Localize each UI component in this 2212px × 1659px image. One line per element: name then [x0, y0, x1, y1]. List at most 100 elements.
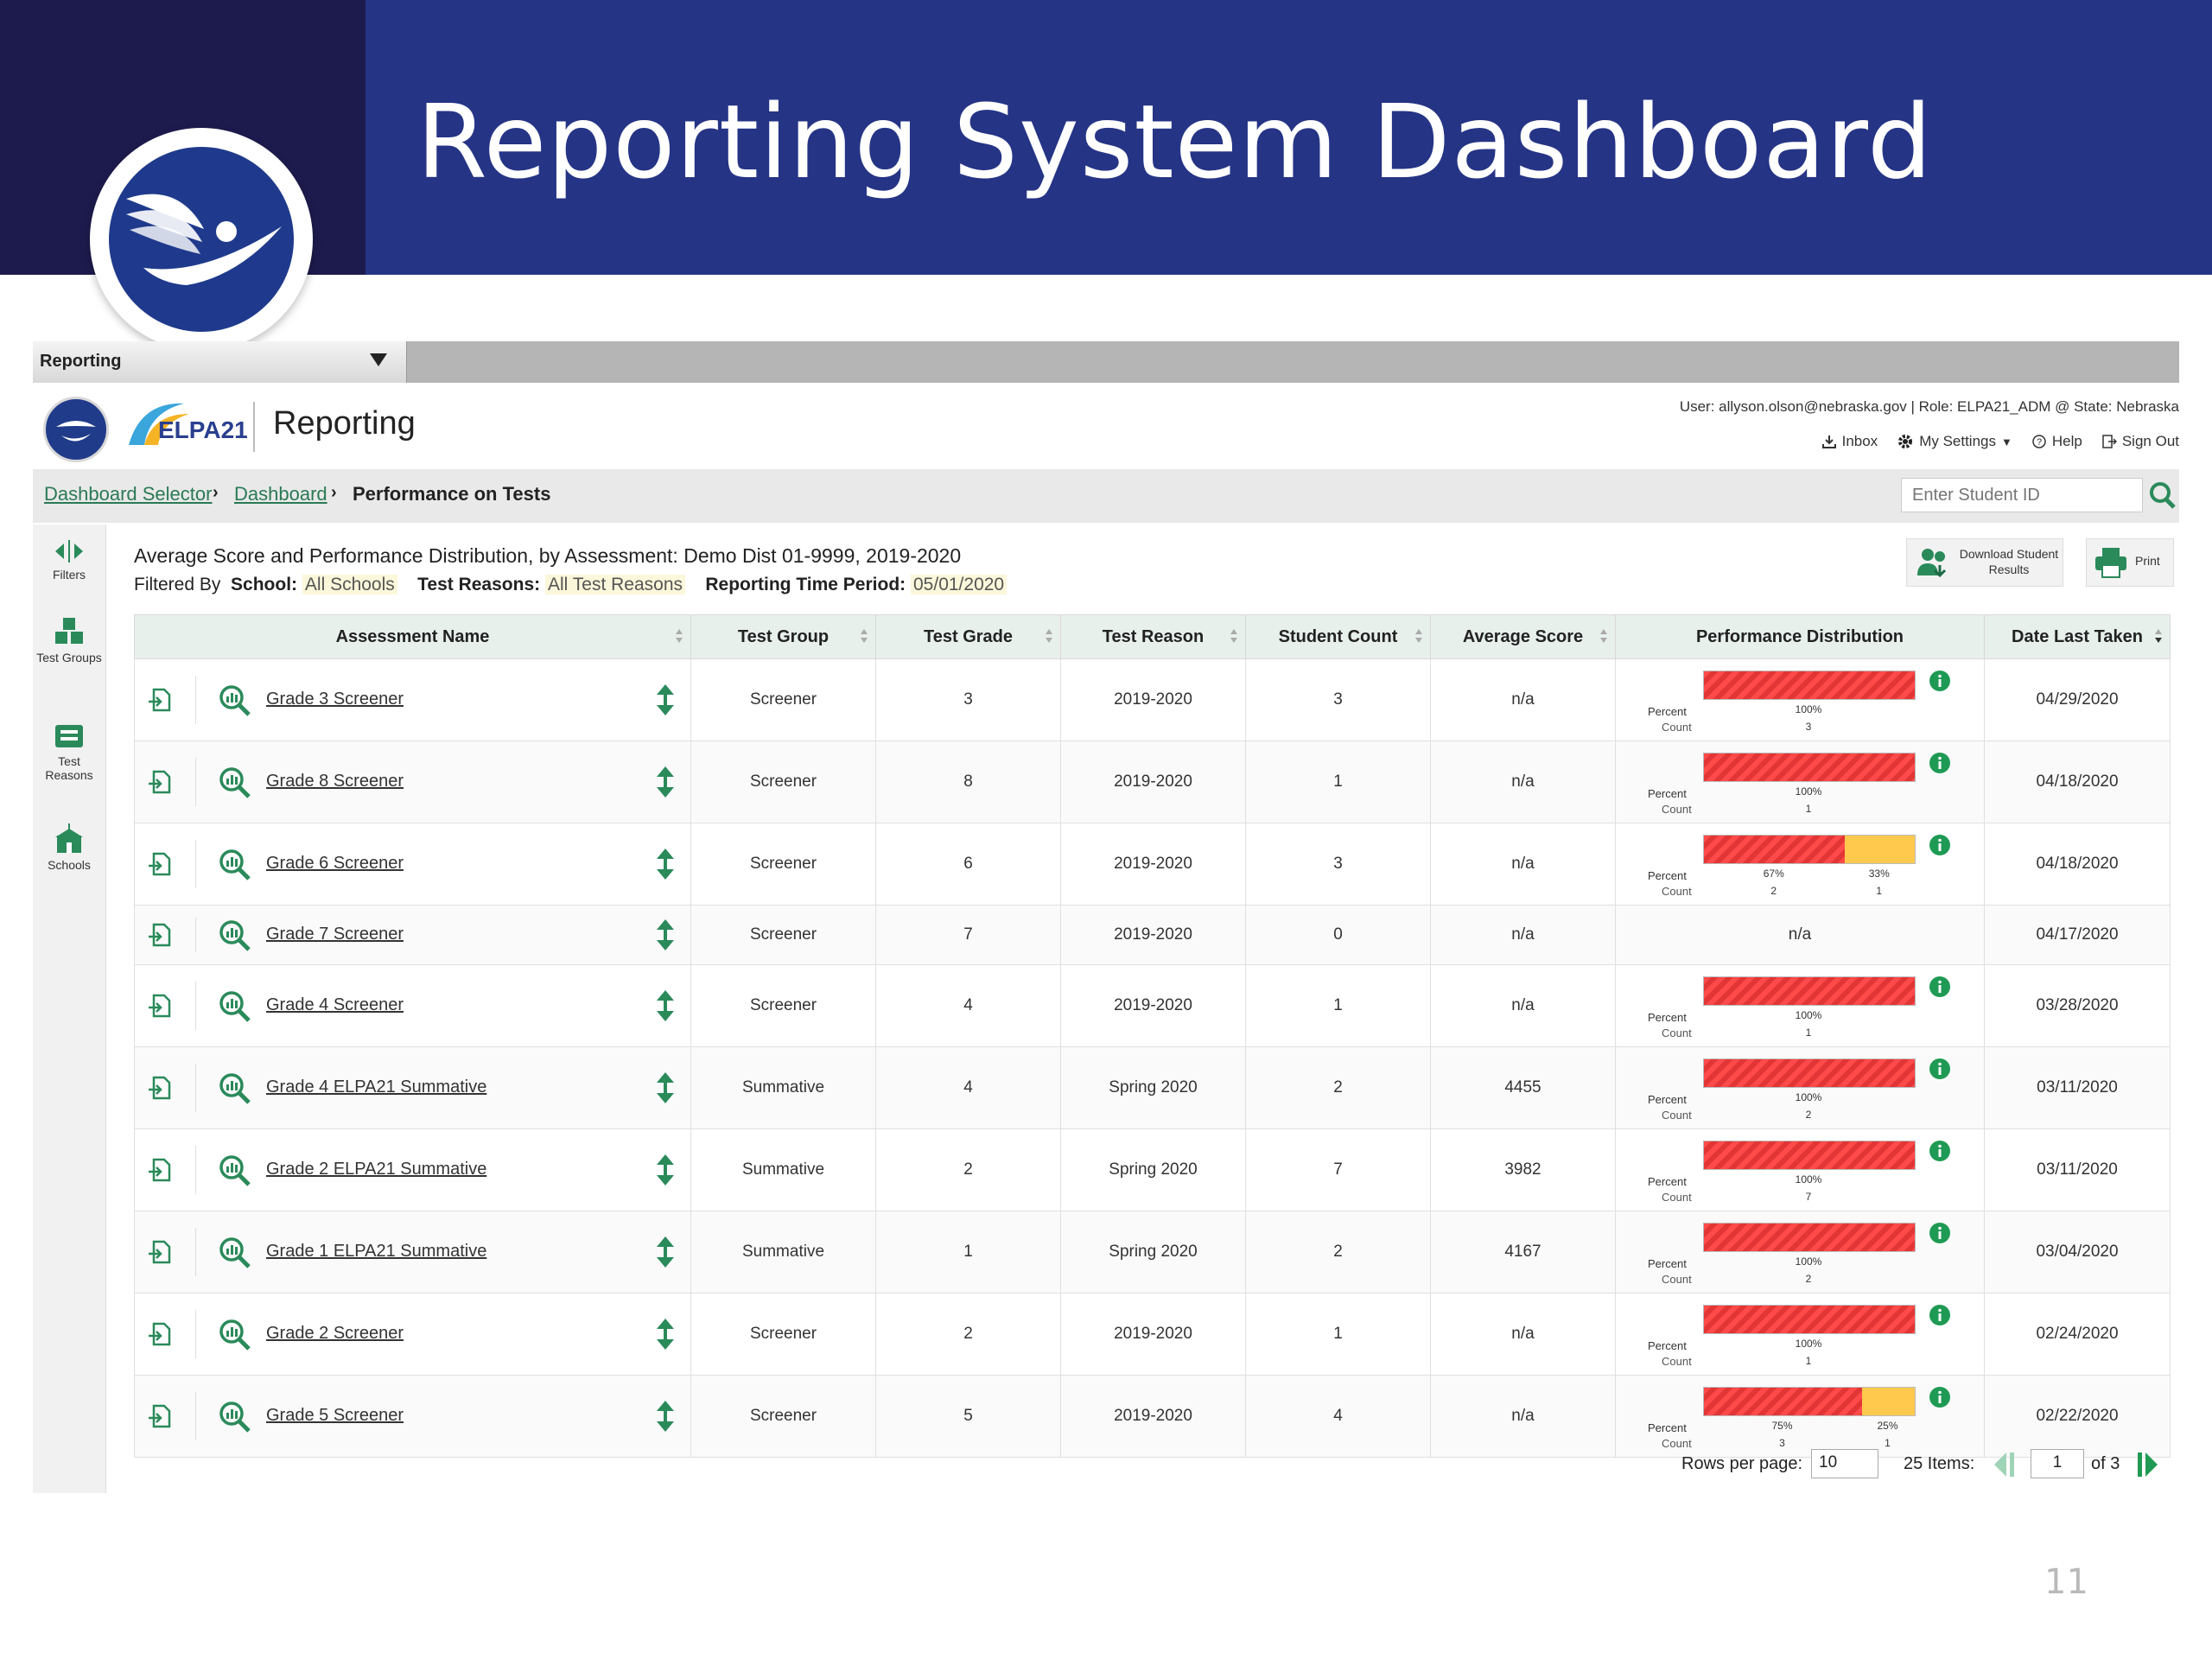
segment-count: 2 — [1805, 1109, 1812, 1121]
export-icon[interactable] — [147, 686, 176, 719]
detail-zoom-icon[interactable] — [218, 1236, 252, 1274]
download-student-results-button[interactable]: Download Student Results — [1906, 538, 2063, 587]
assessment-link[interactable]: Grade 3 Screener — [266, 690, 404, 709]
distribution-bar[interactable] — [1703, 1223, 1916, 1252]
assessment-link[interactable]: Grade 5 Screener — [266, 1406, 404, 1425]
assessment-link[interactable]: Grade 8 Screener — [266, 772, 404, 791]
reorder-handle-icon[interactable] — [652, 1153, 678, 1192]
column-header-assessment-name[interactable]: Assessment Name — [134, 614, 691, 659]
column-header-date-last-taken[interactable]: Date Last Taken — [1984, 614, 2171, 659]
detail-zoom-icon[interactable] — [218, 1071, 252, 1109]
column-header-test-grade[interactable]: Test Grade — [875, 614, 1061, 659]
divider — [195, 675, 196, 725]
detail-zoom-icon[interactable] — [218, 989, 252, 1027]
export-icon[interactable] — [147, 921, 176, 954]
sidebar-item-test-reasons[interactable]: Test Reasons — [33, 720, 105, 782]
current-page-input[interactable]: 1 — [2031, 1449, 2084, 1478]
reorder-handle-icon[interactable] — [652, 1071, 678, 1110]
sign-out-link[interactable]: Sign Out — [2101, 433, 2179, 450]
column-header-test-group[interactable]: Test Group — [690, 614, 876, 659]
assessment-link[interactable]: Grade 4 Screener — [266, 995, 404, 1014]
help-link[interactable]: ? Help — [2031, 433, 2082, 450]
distribution-bar[interactable] — [1703, 1141, 1916, 1170]
export-icon[interactable] — [147, 768, 176, 801]
export-icon[interactable] — [147, 1238, 176, 1271]
distribution-bar[interactable] — [1703, 671, 1916, 700]
assessment-name-cell: Grade 1 ELPA21 Summative — [134, 1211, 691, 1294]
reorder-handle-icon[interactable] — [652, 765, 678, 804]
reorder-handle-icon[interactable] — [652, 1235, 678, 1274]
assessment-link[interactable]: Grade 2 ELPA21 Summative — [266, 1160, 487, 1179]
slide-page-number: 11 — [2044, 1562, 2088, 1602]
info-icon[interactable] — [1929, 1223, 1950, 1249]
percent-label: Percent — [1648, 1011, 1687, 1024]
sidebar-item-filters[interactable]: Filters — [33, 538, 105, 582]
reorder-handle-icon[interactable] — [652, 683, 678, 722]
reporting-dropdown[interactable]: Reporting — [33, 341, 407, 383]
info-icon[interactable] — [1929, 1141, 1950, 1166]
distribution-bar[interactable] — [1703, 1305, 1916, 1334]
count-label: Count — [1662, 1191, 1692, 1204]
download-users-icon — [1917, 549, 1947, 578]
detail-zoom-icon[interactable] — [218, 1400, 252, 1438]
distribution-bar[interactable] — [1703, 1387, 1916, 1416]
info-icon[interactable] — [1929, 1305, 1950, 1331]
reorder-handle-icon[interactable] — [652, 988, 678, 1028]
reorder-handle-icon[interactable] — [652, 1399, 678, 1439]
reorder-handle-icon[interactable] — [652, 847, 678, 887]
student-id-search-input[interactable] — [1901, 478, 2143, 512]
distribution-bar[interactable] — [1703, 835, 1916, 864]
export-icon[interactable] — [147, 1402, 176, 1435]
cell-count: 1 — [1245, 741, 1431, 823]
export-icon[interactable] — [147, 992, 176, 1025]
breadcrumb-dashboard-selector[interactable]: Dashboard Selector — [44, 483, 213, 505]
rows-per-page-input[interactable]: 10 — [1811, 1449, 1878, 1478]
my-settings-menu[interactable]: My Settings ▼ — [1897, 433, 2012, 450]
breadcrumb-dashboard[interactable]: Dashboard — [234, 483, 327, 505]
export-icon[interactable] — [147, 1156, 176, 1189]
assessment-link[interactable]: Grade 4 ELPA21 Summative — [266, 1077, 487, 1096]
column-header-average-score[interactable]: Average Score — [1430, 614, 1616, 659]
detail-zoom-icon[interactable] — [218, 848, 252, 886]
info-icon[interactable] — [1929, 976, 1950, 1002]
previous-page-button[interactable] — [1993, 1451, 2018, 1478]
next-page-button[interactable] — [2134, 1451, 2160, 1478]
segment-percent: 100% — [1795, 703, 1822, 715]
assessment-link[interactable]: Grade 7 Screener — [266, 925, 404, 944]
detail-zoom-icon[interactable] — [218, 1318, 252, 1356]
performance-distribution-cell: Percent Count 100% 2 — [1615, 1046, 1985, 1129]
reorder-handle-icon[interactable] — [652, 1317, 678, 1357]
distribution-bar[interactable] — [1703, 1058, 1916, 1088]
assessment-link[interactable]: Grade 6 Screener — [266, 854, 404, 873]
detail-zoom-icon[interactable] — [218, 918, 252, 957]
info-icon[interactable] — [1929, 1058, 1950, 1084]
divider — [195, 981, 196, 1031]
cell-reason: Spring 2020 — [1060, 1128, 1246, 1211]
reorder-handle-icon[interactable] — [652, 918, 678, 957]
distribution-bar[interactable] — [1703, 753, 1916, 782]
export-icon[interactable] — [147, 850, 176, 883]
inbox-icon — [1821, 435, 1836, 448]
column-header-test-reason[interactable]: Test Reason — [1060, 614, 1246, 659]
info-icon[interactable] — [1929, 835, 1950, 861]
distribution-bar[interactable] — [1703, 976, 1916, 1006]
info-icon[interactable] — [1929, 753, 1950, 779]
divider — [195, 1309, 196, 1359]
export-icon[interactable] — [147, 1320, 176, 1353]
assessment-link[interactable]: Grade 1 ELPA21 Summative — [266, 1242, 487, 1261]
info-icon[interactable] — [1929, 1387, 1950, 1413]
export-icon[interactable] — [147, 1074, 176, 1107]
detail-zoom-icon[interactable] — [218, 766, 252, 804]
detail-zoom-icon[interactable] — [218, 1154, 252, 1192]
sidebar-item-test-groups[interactable]: Test Groups — [33, 616, 105, 664]
percent-label: Percent — [1648, 1093, 1687, 1106]
info-icon[interactable] — [1929, 671, 1950, 696]
print-button[interactable]: Print — [2086, 538, 2174, 587]
assessment-link[interactable]: Grade 2 Screener — [266, 1324, 404, 1343]
column-header-student-count[interactable]: Student Count — [1245, 614, 1431, 659]
inbox-link[interactable]: Inbox — [1821, 433, 1878, 450]
sidebar-item-schools[interactable]: Schools — [33, 823, 105, 872]
detail-zoom-icon[interactable] — [218, 683, 252, 721]
search-button[interactable] — [2146, 478, 2179, 512]
cell-avg: 3982 — [1430, 1128, 1616, 1211]
